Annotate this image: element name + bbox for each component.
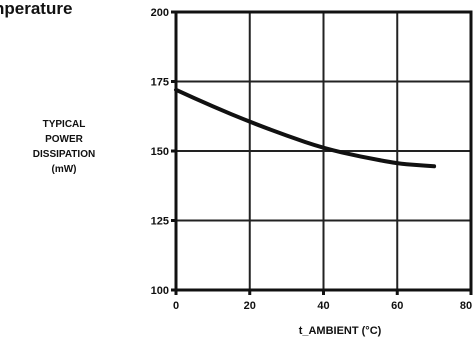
- x-tick-label-40: 40: [317, 300, 329, 312]
- plot-grid: [176, 12, 471, 290]
- x-tick-label-0: 0: [173, 300, 179, 312]
- y-tick-label-150: 150: [151, 146, 169, 158]
- x-axis-label: t_AMBIENT (°C): [299, 325, 382, 337]
- data-series-line: [174, 87, 437, 169]
- x-tick-label-20: 20: [244, 300, 256, 312]
- x-tick-labels: 0 20 40 60 80: [173, 300, 472, 312]
- y-tick-labels: 100 125 150 175 200: [151, 7, 169, 297]
- y-axis-label-line-3: (mW): [52, 164, 77, 175]
- y-axis-label-line-0: TYPICAL: [43, 119, 86, 130]
- plot-frame: [171, 10, 473, 295]
- series-line-0: [174, 87, 437, 169]
- x-tick-label-80: 80: [460, 300, 472, 312]
- y-axis-label-line-2: DISSIPATION: [33, 149, 95, 160]
- y-tick-label-125: 125: [151, 216, 169, 228]
- y-tick-label-175: 175: [151, 77, 169, 89]
- chart-title-fragment: nperature: [0, 0, 72, 18]
- x-tick-label-60: 60: [391, 300, 403, 312]
- y-axis-label: TYPICAL POWER DISSIPATION (mW): [33, 119, 95, 175]
- y-axis-label-line-1: POWER: [45, 134, 84, 145]
- y-tick-label-100: 100: [151, 285, 169, 297]
- y-tick-label-200: 200: [151, 7, 169, 19]
